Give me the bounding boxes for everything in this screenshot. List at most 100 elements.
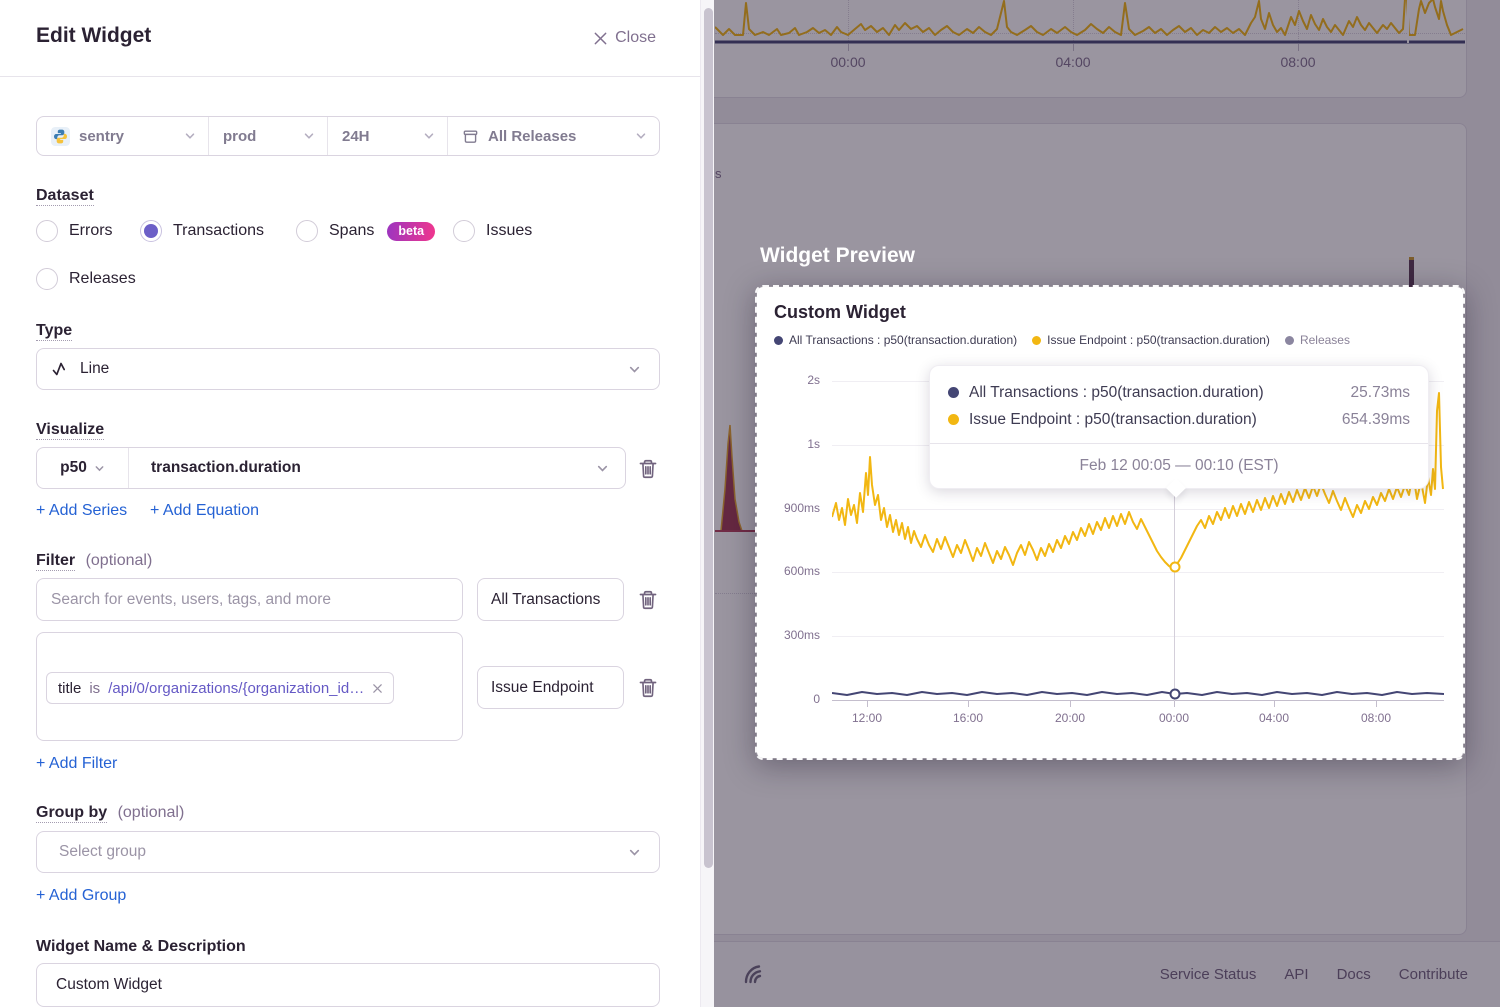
period-value: 24H	[342, 127, 370, 145]
preview-line-chart[interactable]	[832, 377, 1444, 702]
footer-link-docs[interactable]: Docs	[1336, 966, 1371, 983]
chart-tooltip: All Transactions : p50(transaction.durat…	[929, 365, 1429, 498]
releases-icon	[463, 129, 478, 143]
footer-link-contribute[interactable]: Contribute	[1398, 966, 1468, 983]
chevron-down-icon	[304, 133, 314, 139]
field-select[interactable]: transaction.duration	[129, 459, 625, 477]
xtick-0000: 00:00	[1158, 711, 1190, 725]
series-all-transactions	[832, 691, 1444, 696]
delete-filter-icon[interactable]	[637, 589, 659, 611]
type-value: Line	[80, 360, 110, 377]
xtick-0400: 04:00	[1258, 711, 1290, 725]
gridline	[832, 509, 1444, 510]
modal-scrollbar[interactable]	[700, 0, 714, 1007]
filter-label: Filter	[36, 552, 76, 571]
axis-tick	[1376, 701, 1377, 707]
filter-legend-all-transactions[interactable]: All Transactions	[477, 578, 624, 621]
ytick-600ms: 600ms	[783, 564, 820, 578]
modal-title: Edit Widget	[36, 24, 152, 47]
footer-link-service-status[interactable]: Service Status	[1159, 966, 1257, 983]
gridline	[832, 636, 1444, 637]
tooltip-row-all-transactions: All Transactions : p50(transaction.durat…	[948, 379, 1410, 406]
environment-select[interactable]: prod	[209, 117, 327, 155]
project-value: sentry	[79, 127, 125, 145]
series-issue-endpoint	[832, 392, 1444, 570]
group-by-placeholder: Select group	[59, 843, 147, 860]
segment-divider	[208, 117, 209, 155]
aggregate-select[interactable]: p50	[37, 448, 129, 488]
hover-marker-navy	[1169, 688, 1181, 700]
chevron-down-icon	[424, 133, 434, 139]
beta-badge: beta	[387, 221, 436, 241]
bg-axis-tick	[1073, 44, 1074, 51]
legend-item-releases[interactable]: Releases	[1284, 333, 1350, 347]
radio-unchecked[interactable]	[296, 220, 318, 242]
legend-item-all-transactions[interactable]: All Transactions : p50(transaction.durat…	[774, 333, 1017, 347]
python-project-icon	[51, 126, 70, 146]
bg-vgrid	[1073, 0, 1074, 43]
release-marker-line	[1407, 0, 1409, 43]
legend-item-issue-endpoint[interactable]: Issue Endpoint : p50(transaction.duratio…	[1032, 333, 1270, 347]
delete-filter-icon[interactable]	[637, 677, 659, 699]
add-equation-link[interactable]: + Add Equation	[150, 502, 259, 519]
chevron-down-icon	[629, 366, 640, 373]
tooltip-dot-yellow	[948, 414, 959, 425]
dataset-option-issues[interactable]: Issues	[453, 220, 532, 242]
bg-axis-tick	[848, 44, 849, 51]
dataset-option-spans[interactable]: Spans beta	[296, 220, 436, 242]
edit-widget-modal: Edit Widget Close sentry prod	[0, 0, 700, 1007]
header-divider	[0, 76, 700, 77]
add-group-link[interactable]: + Add Group	[36, 887, 127, 904]
chevron-down-icon	[185, 133, 195, 139]
radio-unchecked[interactable]	[453, 220, 475, 242]
bg-vgrid	[1298, 0, 1299, 43]
aggregate-value: p50	[60, 459, 87, 476]
scrollbar-thumb[interactable]	[703, 8, 713, 868]
radio-unchecked[interactable]	[36, 220, 58, 242]
token-remove-icon[interactable]	[372, 683, 383, 694]
dataset-option-errors[interactable]: Errors	[36, 220, 113, 242]
sentry-logo-icon[interactable]	[740, 957, 772, 989]
radio-unchecked[interactable]	[36, 268, 58, 290]
dataset-label: Dataset	[36, 187, 94, 206]
ytick-300ms: 300ms	[783, 628, 820, 642]
ytick-1s: 1s	[807, 437, 820, 451]
bg-red-baseline	[715, 530, 759, 532]
dataset-option-releases[interactable]: Releases	[36, 268, 136, 290]
close-button[interactable]: Close	[593, 29, 656, 47]
radio-checked[interactable]	[140, 220, 162, 242]
widget-name-input[interactable]	[36, 963, 660, 1007]
filter-token-area[interactable]: title is /api/0/organizations/{organizat…	[36, 632, 463, 741]
filter-search-input[interactable]	[36, 578, 463, 621]
ytick-2s: 2s	[807, 373, 820, 387]
add-filter-link[interactable]: + Add Filter	[36, 755, 118, 772]
axis-tick	[1174, 701, 1175, 707]
bg-dotted-line	[715, 593, 761, 594]
gridline	[832, 572, 1444, 573]
scope-filter-bar: sentry prod 24H	[36, 116, 660, 156]
dataset-option-transactions[interactable]: Transactions	[140, 220, 264, 242]
footer-link-api[interactable]: API	[1284, 966, 1309, 983]
bg-xtick-0800: 08:00	[1280, 54, 1316, 70]
axis-tick	[1274, 701, 1275, 707]
legend-dot-navy	[774, 335, 783, 345]
time-period-select[interactable]: 24H	[328, 117, 447, 155]
ytick-0: 0	[813, 692, 820, 706]
delete-series-icon[interactable]	[637, 458, 659, 480]
bg-dotted-gridline	[715, 33, 1465, 34]
release-select[interactable]: All Releases	[448, 117, 659, 155]
token-key: title	[58, 679, 82, 697]
add-series-link[interactable]: + Add Series	[36, 502, 128, 519]
widget-preview-card[interactable]: Custom Widget All Transactions : p50(tra…	[755, 285, 1465, 760]
filter-token[interactable]: title is /api/0/organizations/{organizat…	[46, 672, 395, 704]
legend-dot-yellow	[1032, 335, 1042, 345]
bg-top-chart	[715, 0, 1465, 44]
field-value: transaction.duration	[151, 459, 301, 476]
type-select[interactable]: Line	[36, 348, 660, 390]
legend-dot-gray	[1284, 335, 1294, 345]
chart-crosshair	[1174, 377, 1175, 702]
filter-legend-issue-endpoint[interactable]: Issue Endpoint	[477, 666, 624, 709]
token-value: /api/0/organizations/{organization_id…	[108, 679, 365, 697]
project-select[interactable]: sentry	[37, 117, 208, 155]
group-by-select[interactable]: Select group	[36, 831, 660, 873]
